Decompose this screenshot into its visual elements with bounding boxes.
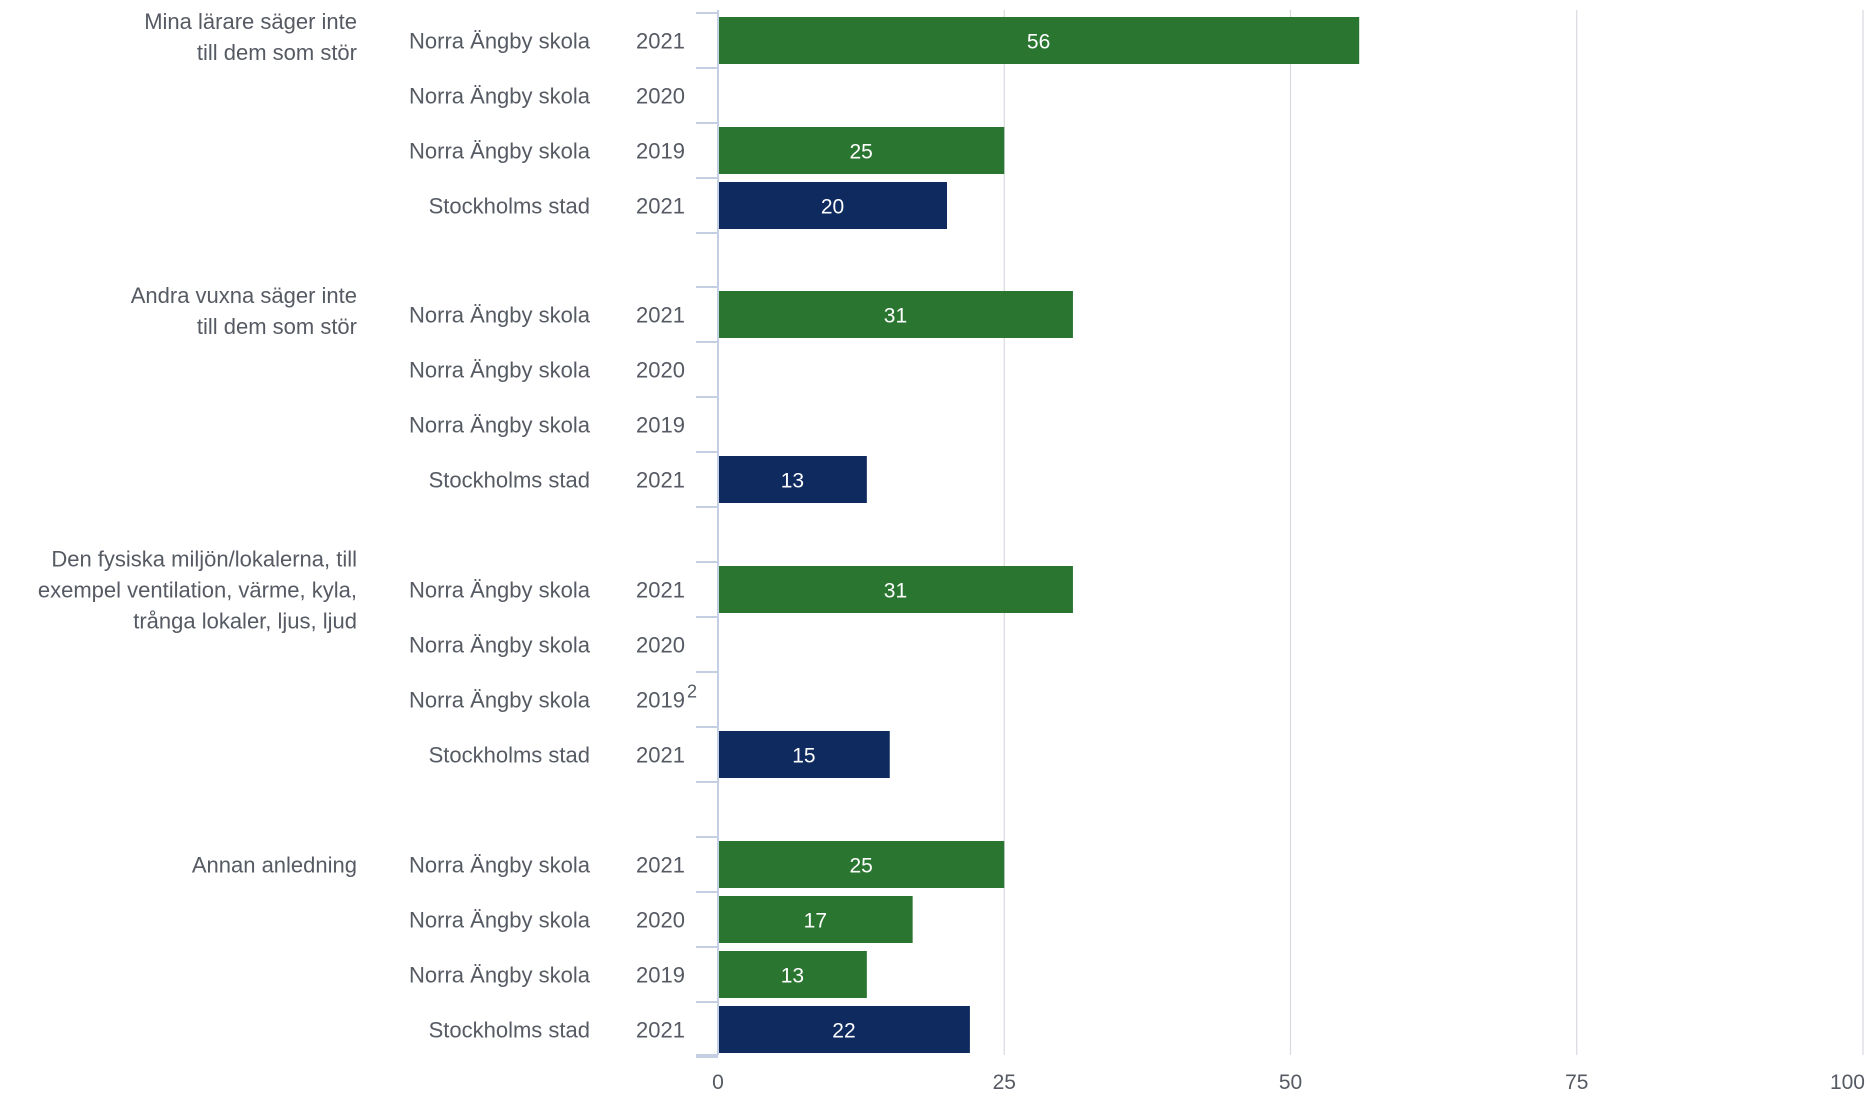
data-label: 17 xyxy=(804,910,827,933)
category-label-line: Annan anledning xyxy=(192,853,357,878)
bars: 56 25 20 31 13 31 15 25 17 13 22 xyxy=(718,17,1360,1053)
year-label: 2019 xyxy=(636,139,685,164)
entity-label: Norra Ängby skola xyxy=(409,358,591,383)
bar xyxy=(718,841,1005,888)
bar xyxy=(718,17,1360,64)
x-tick-label: 100 xyxy=(1830,1071,1865,1094)
year-label: 2021 xyxy=(636,303,685,328)
entity-label: Stockholms stad xyxy=(429,743,590,768)
bar xyxy=(718,1006,970,1053)
year-label: 2019 xyxy=(636,963,685,988)
category-label-line: till dem som stör xyxy=(197,314,357,339)
entity-label: Norra Ängby skola xyxy=(409,413,591,438)
year-label: 2021 xyxy=(636,1018,685,1043)
year-label: 2021 xyxy=(636,743,685,768)
category-labels: Mina lärare säger inte till dem som störA… xyxy=(38,9,357,878)
data-label: 20 xyxy=(821,196,844,219)
data-label: 31 xyxy=(884,580,907,603)
entity-label: Stockholms stad xyxy=(429,1018,590,1043)
entity-label: Norra Ängby skola xyxy=(409,84,591,109)
bar xyxy=(718,566,1073,613)
year-label: 2021 xyxy=(636,29,685,54)
entity-label: Norra Ängby skola xyxy=(409,29,591,54)
y-axis xyxy=(696,10,719,1058)
category-label-line: till dem som stör xyxy=(197,40,357,65)
data-label: 25 xyxy=(849,855,872,878)
x-tick-label: 25 xyxy=(993,1071,1016,1094)
year-label: 2021 xyxy=(636,853,685,878)
year-label: 2021 xyxy=(636,194,685,219)
category-label-line: Mina lärare säger inte xyxy=(144,9,357,34)
year-label: 2020 xyxy=(636,633,685,658)
year-label: 2019 xyxy=(636,688,685,713)
row-labels: Norra Ängby skola 2021 Norra Ängby skola 20… xyxy=(409,29,697,1043)
data-label: 13 xyxy=(781,470,804,493)
year-label: 2020 xyxy=(636,358,685,383)
footnote-marker: 2 xyxy=(687,682,697,702)
x-tick-label: 0 xyxy=(712,1071,724,1094)
data-label: 13 xyxy=(781,965,804,988)
x-tick-label: 75 xyxy=(1565,1071,1588,1094)
year-label: 2020 xyxy=(636,908,685,933)
x-tick-label: 50 xyxy=(1279,1071,1302,1094)
year-label: 2021 xyxy=(636,468,685,493)
category-label-line: Den fysiska miljön/lokalerna, till xyxy=(51,547,357,572)
category-label-line: Andra vuxna säger inte xyxy=(131,283,357,308)
x-axis: 0 25 50 75 100 xyxy=(712,1071,1865,1094)
bar xyxy=(718,291,1073,338)
year-label: 2021 xyxy=(636,578,685,603)
category-label: Den fysiska miljön/lokalerna, till exempe… xyxy=(38,547,357,634)
data-label: 22 xyxy=(832,1020,855,1043)
category-label: Annan anledning xyxy=(192,853,357,878)
category-label: Mina lärare säger inte till dem som stör xyxy=(144,9,357,65)
bar xyxy=(718,182,947,229)
gridlines xyxy=(1003,10,1864,1055)
category-label-line: trånga lokaler, ljus, ljud xyxy=(133,609,357,634)
bar xyxy=(718,951,867,998)
entity-label: Norra Ängby skola xyxy=(409,633,591,658)
bar xyxy=(718,127,1005,174)
entity-label: Stockholms stad xyxy=(429,194,590,219)
data-label: 25 xyxy=(849,141,872,164)
entity-label: Norra Ängby skola xyxy=(409,139,591,164)
data-label: 31 xyxy=(884,305,907,328)
bar xyxy=(718,896,913,943)
entity-label: Norra Ängby skola xyxy=(409,303,591,328)
year-label: 2020 xyxy=(636,84,685,109)
entity-label: Norra Ängby skola xyxy=(409,908,591,933)
year-label: 2019 xyxy=(636,413,685,438)
data-label: 56 xyxy=(1027,31,1050,54)
category-label: Andra vuxna säger inte till dem som stör xyxy=(131,283,357,339)
data-label: 15 xyxy=(792,745,815,768)
entity-label: Norra Ängby skola xyxy=(409,963,591,988)
entity-label: Norra Ängby skola xyxy=(409,853,591,878)
bar xyxy=(718,456,867,503)
category-label-line: exempel ventilation, värme, kyla, xyxy=(38,578,357,603)
entity-label: Norra Ängby skola xyxy=(409,688,591,713)
entity-label: Norra Ängby skola xyxy=(409,578,591,603)
entity-label: Stockholms stad xyxy=(429,468,590,493)
bar xyxy=(718,731,890,778)
